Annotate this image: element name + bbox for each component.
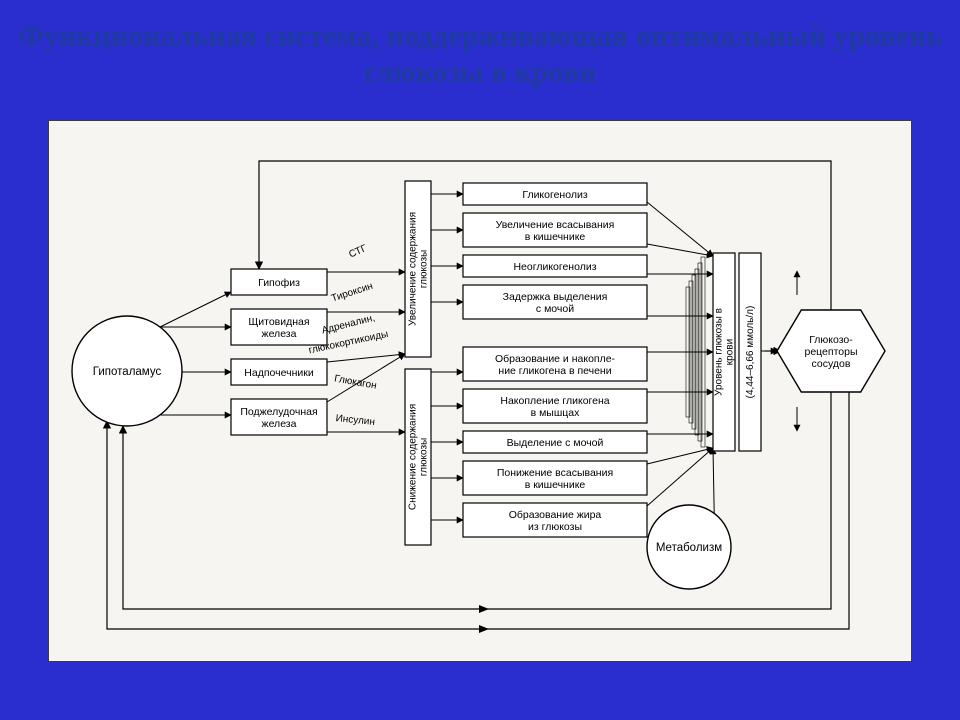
svg-text:Понижение всасывания: Понижение всасывания xyxy=(497,467,613,479)
svg-text:Гликогенолиз: Гликогенолиз xyxy=(522,189,587,201)
svg-text:Увеличение всасывания: Увеличение всасывания xyxy=(496,219,615,231)
svg-text:железа: железа xyxy=(262,328,297,340)
svg-text:Метаболизм: Метаболизм xyxy=(656,542,722,554)
svg-text:Снижение содержания: Снижение содержания xyxy=(408,404,419,510)
svg-text:Надпочечники: Надпочечники xyxy=(244,367,314,379)
svg-text:Глюкозо-: Глюкозо- xyxy=(809,334,853,346)
svg-text:Глюкагон: Глюкагон xyxy=(333,373,377,391)
slide: Функциональная система, поддерживающая о… xyxy=(0,0,960,720)
svg-text:Поджелудочная: Поджелудочная xyxy=(240,406,317,418)
svg-text:железа: железа xyxy=(262,418,297,430)
svg-text:Гипоталамус: Гипоталамус xyxy=(93,366,162,378)
svg-text:Щитовидная: Щитовидная xyxy=(248,316,309,328)
svg-text:крови: крови xyxy=(725,339,736,365)
svg-text:глюкозы: глюкозы xyxy=(419,438,430,476)
svg-text:из глюкозы: из глюкозы xyxy=(528,521,582,533)
svg-text:Уровень глюкозы в: Уровень глюкозы в xyxy=(714,308,725,396)
svg-text:Гипофиз: Гипофиз xyxy=(258,277,300,289)
svg-text:Накопление гликогена: Накопление гликогена xyxy=(500,395,609,407)
svg-text:Инсулин: Инсулин xyxy=(335,413,375,428)
nodes: ГипоталамусГипофизЩитовиднаяжелезаНадпоч… xyxy=(72,181,885,589)
svg-text:Тироксин: Тироксин xyxy=(330,281,374,305)
svg-text:Образование и накопле-: Образование и накопле- xyxy=(495,353,616,365)
diagram-panel: ГипоталамусГипофизЩитовиднаяжелезаНадпоч… xyxy=(48,120,912,662)
svg-text:Образование жира: Образование жира xyxy=(509,509,602,521)
svg-text:Задержка выделения: Задержка выделения xyxy=(503,291,608,303)
diagram-svg: ГипоталамусГипофизЩитовиднаяжелезаНадпоч… xyxy=(49,121,911,661)
svg-text:Увеличение содержания: Увеличение содержания xyxy=(408,212,419,326)
svg-text:Выделение с мочой: Выделение с мочой xyxy=(507,437,604,449)
slide-title: Функциональная система, поддерживающая о… xyxy=(0,18,960,90)
svg-text:в кишечнике: в кишечнике xyxy=(525,231,586,243)
svg-text:глюкозы: глюкозы xyxy=(419,250,430,288)
svg-text:с мочой: с мочой xyxy=(536,303,574,315)
svg-text:Неогликогенолиз: Неогликогенолиз xyxy=(513,261,596,273)
svg-text:в кишечнике: в кишечнике xyxy=(525,479,586,491)
svg-text:рецепторы: рецепторы xyxy=(804,346,857,358)
svg-text:в мышцах: в мышцах xyxy=(531,407,581,419)
svg-text:СТГ: СТГ xyxy=(347,243,369,261)
svg-text:(4,44–6,66 ммоль/л): (4,44–6,66 ммоль/л) xyxy=(745,306,756,399)
svg-text:сосудов: сосудов xyxy=(812,358,851,370)
svg-text:ние гликогена в печени: ние гликогена в печени xyxy=(498,365,611,377)
